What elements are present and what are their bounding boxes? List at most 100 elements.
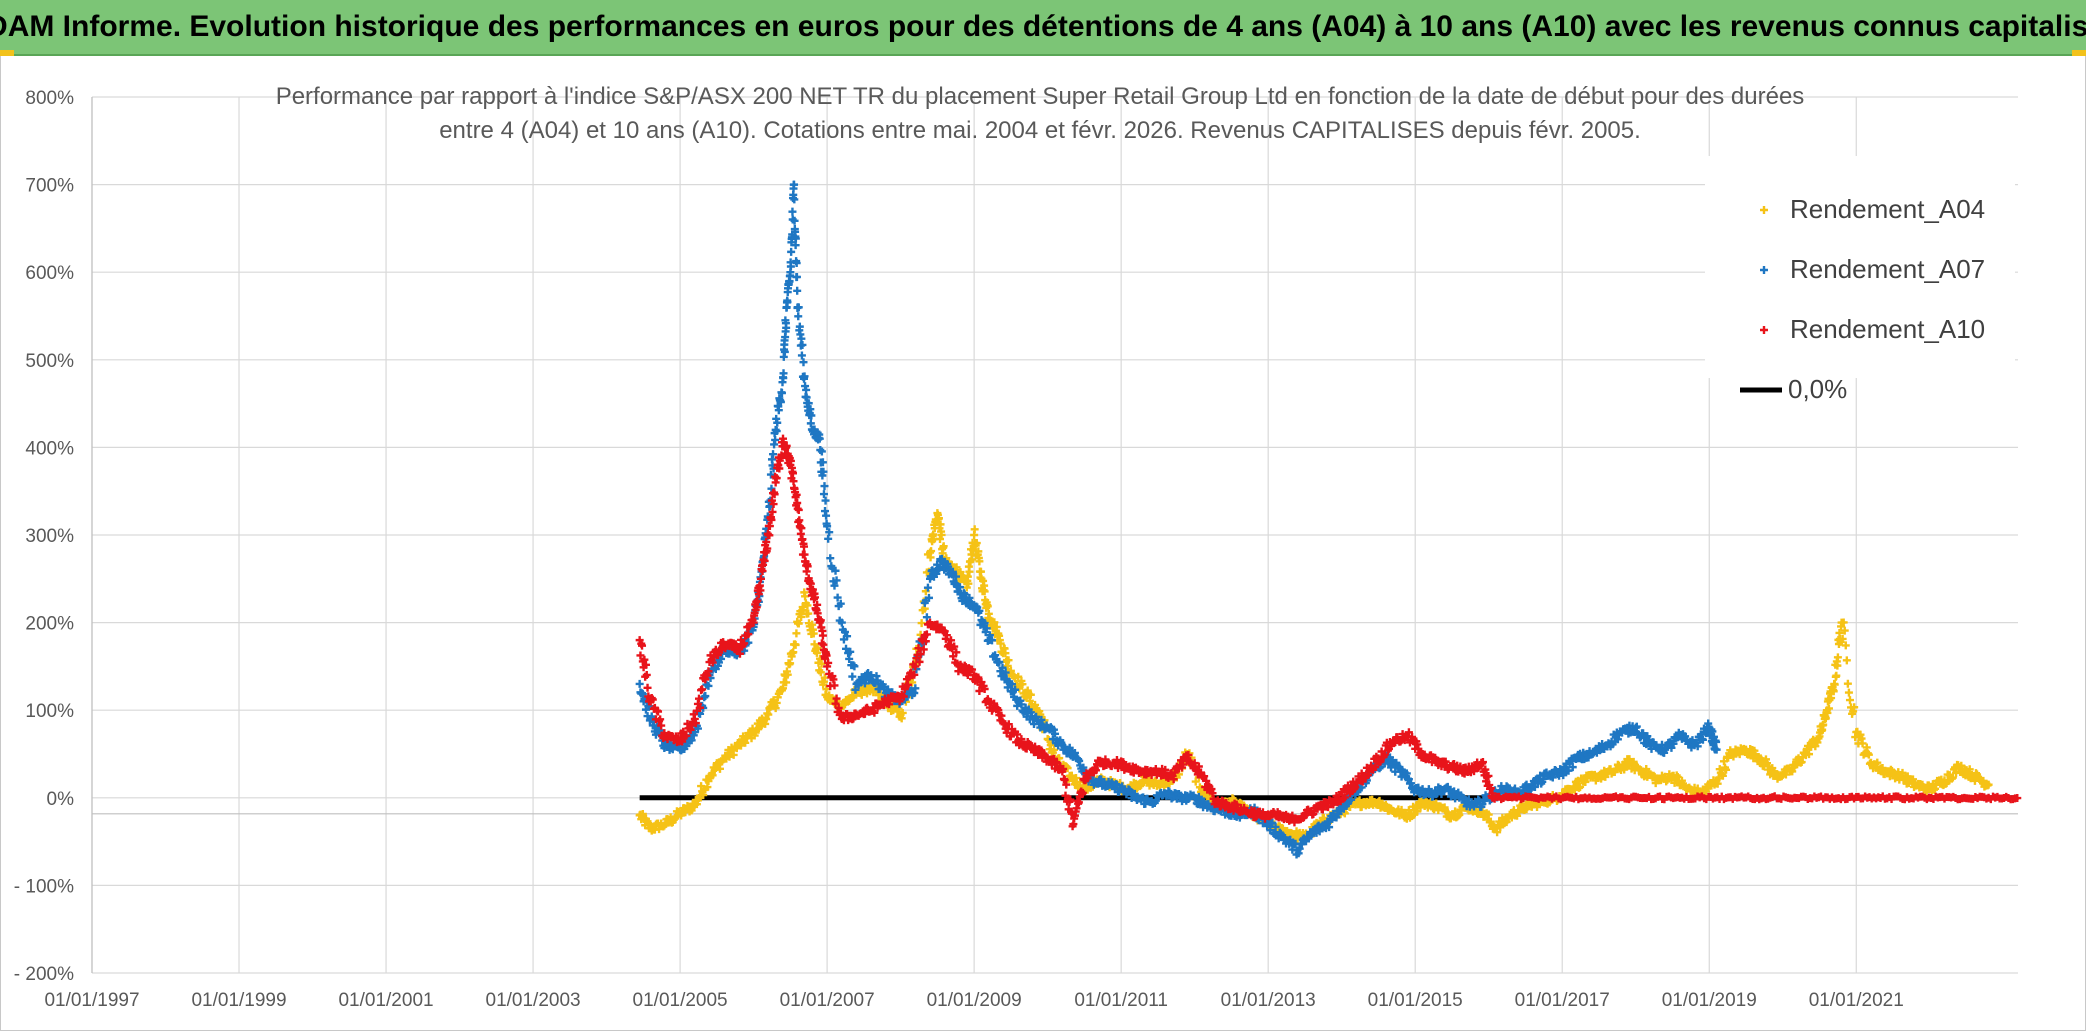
cloud-point-a10 (657, 721, 666, 730)
x-tick-label: 01/01/1997 (44, 990, 139, 1011)
cloud-point-a10 (682, 731, 691, 740)
cloud-point-a07 (769, 450, 778, 459)
cloud-point-a07 (830, 581, 839, 590)
cloud-point-a07 (1051, 729, 1059, 738)
cloud-point-a07 (794, 303, 803, 312)
cloud-point-a04 (729, 750, 738, 759)
cloud-point-a07 (826, 554, 835, 563)
cloud-point-a10 (1161, 765, 1170, 774)
cloud-point-a07 (779, 369, 788, 378)
cloud-point-a04 (809, 629, 818, 638)
cloud-point-a10 (740, 639, 749, 648)
cloud-point-a04 (794, 619, 803, 628)
legend-box (1705, 156, 2015, 378)
x-tick-label: 01/01/2009 (927, 990, 1022, 1011)
point-a07 (790, 180, 799, 189)
cloud-point-a07 (1698, 735, 1707, 744)
x-tick-label: 01/01/2001 (338, 990, 433, 1011)
cloud-point-a04 (791, 640, 800, 649)
cloud-point-a10 (1200, 772, 1209, 781)
cloud-point-a07 (1564, 766, 1573, 775)
cloud-point-a10 (1169, 775, 1178, 784)
cloud-point-a10 (803, 562, 812, 571)
cloud-point-a04 (937, 530, 946, 539)
cloud-point-a07 (795, 322, 804, 331)
point-a07 (635, 679, 644, 688)
cloud-point-a07 (799, 358, 808, 367)
cloud-point-a04 (1722, 765, 1731, 774)
cloud-point-a07 (846, 647, 855, 656)
cloud-point-a07 (832, 576, 841, 585)
cloud-point-a10 (1340, 793, 1349, 802)
cloud-point-a10 (753, 596, 762, 605)
cloud-point-a07 (1268, 818, 1277, 827)
cloud-point-a07 (932, 569, 941, 578)
cloud-point-a04 (934, 514, 943, 523)
cloud-point-a04 (1014, 672, 1023, 681)
cloud-point-a07 (820, 482, 829, 491)
cloud-point-a07 (792, 259, 801, 268)
cloud-point-a04 (1001, 649, 1010, 658)
cloud-point-a10 (1059, 764, 1068, 773)
cloud-point-a04 (849, 693, 858, 702)
cloud-point-a10 (1060, 775, 1069, 784)
cloud-point-a04 (990, 618, 999, 627)
y-tick-label: 100% (25, 701, 74, 722)
cloud-point-a07 (772, 427, 781, 436)
cloud-point-a10 (696, 703, 705, 712)
cloud-point-a04 (816, 668, 825, 677)
y-tick-label: 500% (25, 351, 74, 372)
cloud-point-a07 (693, 724, 702, 733)
cloud-point-a04 (963, 572, 972, 581)
cloud-point-a10 (914, 644, 923, 653)
x-tick-label: 01/01/2015 (1368, 990, 1463, 1011)
cloud-point-a10 (980, 685, 989, 694)
cloud-point-a10 (654, 707, 663, 716)
cloud-point-a10 (1484, 771, 1493, 780)
cloud-point-a04 (1833, 653, 1842, 662)
cloud-point-a07 (1693, 742, 1702, 751)
cloud-point-a07 (788, 207, 797, 216)
cloud-point-a07 (922, 613, 931, 622)
cloud-point-a07 (802, 385, 811, 394)
x-tick-label: 01/01/1999 (191, 990, 286, 1011)
cloud-point-a07 (704, 681, 713, 690)
cloud-point-a10 (916, 650, 925, 659)
cloud-point-a04 (972, 539, 981, 548)
cloud-point-a04 (792, 629, 801, 638)
cloud-point-a07 (766, 470, 775, 479)
cloud-point-a04 (1839, 618, 1848, 627)
cloud-point-a07 (998, 663, 1007, 672)
cloud-point-a10 (1376, 757, 1385, 766)
cloud-point-a04 (1072, 774, 1080, 783)
cloud-point-a04 (1046, 741, 1055, 750)
cloud-point-a04 (1898, 768, 1907, 777)
legend-label-a10: Rendement_A10 (1790, 314, 1985, 344)
chart-title-line2: entre 4 (A04) et 10 ans (A10). Cotations… (439, 117, 1641, 144)
cloud-point-a07 (1530, 782, 1539, 791)
series-a04 (635, 509, 1993, 844)
cloud-point-a04 (1004, 656, 1013, 665)
cloud-point-a07 (843, 632, 852, 641)
cloud-point-a07 (1708, 727, 1717, 736)
cloud-point-a10 (915, 657, 924, 666)
cloud-point-a10 (1318, 805, 1327, 814)
cloud-point-a10 (770, 490, 779, 499)
cloud-point-a07 (638, 690, 647, 699)
cloud-point-a07 (975, 606, 984, 615)
point-a07 (823, 522, 832, 531)
cloud-point-a10 (768, 507, 777, 516)
cloud-point-a10 (947, 636, 956, 645)
cloud-point-a07 (1048, 735, 1057, 744)
cloud-point-a10 (641, 660, 650, 669)
series-a10 (635, 434, 1497, 831)
cloud-point-a10 (640, 655, 649, 664)
cloud-point-a10 (1478, 758, 1487, 767)
cloud-point-a07 (817, 447, 826, 456)
cloud-point-a10 (638, 641, 647, 650)
point-a07 (1712, 745, 1721, 754)
x-tick-label: 01/01/2013 (1221, 990, 1316, 1011)
cloud-point-a07 (848, 672, 857, 681)
cloud-point-a04 (786, 659, 795, 668)
cloud-point-a04 (1833, 661, 1842, 670)
